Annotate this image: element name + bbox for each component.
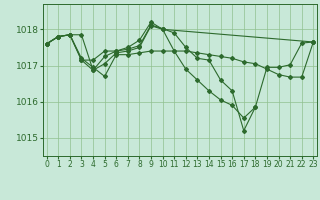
Text: Graphe pression niveau de la mer (hPa): Graphe pression niveau de la mer (hPa) bbox=[41, 184, 279, 194]
